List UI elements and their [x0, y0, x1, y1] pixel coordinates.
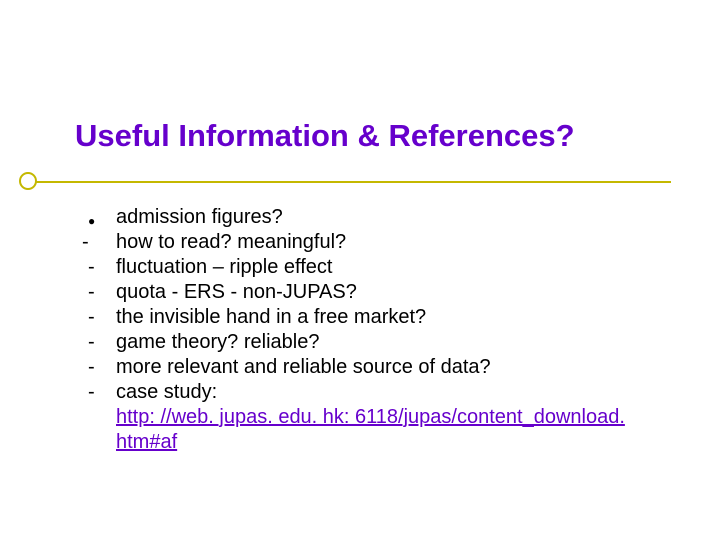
- case-study-link-line1[interactable]: http: //web. jupas. edu. hk: 6118/jupas/…: [116, 406, 625, 428]
- dash-icon: -: [82, 230, 116, 255]
- case-study-label: case study:: [116, 381, 217, 403]
- dash-icon: -: [88, 305, 116, 330]
- bullet-dot-icon: [88, 205, 116, 230]
- case-study-link-line2[interactable]: htm#af: [116, 431, 177, 453]
- dash-text: more relevant and reliable source of dat…: [116, 355, 688, 380]
- dash-row: - more relevant and reliable source of d…: [88, 355, 688, 380]
- dash-row: - the invisible hand in a free market?: [88, 305, 688, 330]
- dash-text: fluctuation – ripple effect: [116, 255, 688, 280]
- case-study-block: case study: http: //web. jupas. edu. hk:…: [116, 380, 688, 455]
- dash-text: quota - ERS - non-JUPAS?: [116, 280, 688, 305]
- dash-icon: -: [88, 280, 116, 305]
- dash-row: - how to read? meaningful?: [82, 230, 688, 255]
- slide-body: admission figures? - how to read? meanin…: [88, 205, 688, 455]
- dash-text: how to read? meaningful?: [116, 230, 688, 255]
- dash-icon: -: [88, 255, 116, 280]
- dash-icon: -: [88, 330, 116, 355]
- slide: Useful Information & References? admissi…: [0, 0, 720, 540]
- dash-row: - game theory? reliable?: [88, 330, 688, 355]
- accent-circle-icon: [19, 172, 37, 190]
- bullet-row: admission figures?: [88, 205, 688, 230]
- dash-icon: -: [88, 380, 116, 405]
- dash-row: - fluctuation – ripple effect: [88, 255, 688, 280]
- bullet-text: admission figures?: [116, 205, 688, 230]
- dash-icon: -: [88, 355, 116, 380]
- dash-row-case-study: - case study: http: //web. jupas. edu. h…: [88, 380, 688, 455]
- dash-row: - quota - ERS - non-JUPAS?: [88, 280, 688, 305]
- accent-line: [31, 181, 671, 183]
- dash-text: the invisible hand in a free market?: [116, 305, 688, 330]
- dash-text: game theory? reliable?: [116, 330, 688, 355]
- slide-title: Useful Information & References?: [75, 118, 575, 154]
